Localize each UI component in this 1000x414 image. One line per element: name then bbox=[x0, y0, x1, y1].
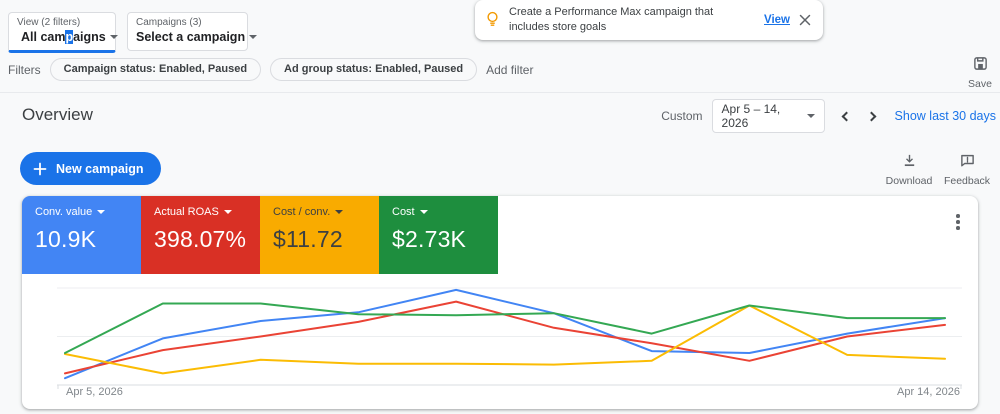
save-icon bbox=[973, 57, 987, 70]
metric-label: Cost bbox=[392, 206, 415, 218]
download-button[interactable]: Download bbox=[885, 153, 933, 187]
metric-label: Cost / conv. bbox=[273, 206, 331, 218]
lightbulb-icon bbox=[487, 12, 498, 27]
chevron-left-icon bbox=[841, 111, 851, 121]
view-filter-dropdown[interactable]: View (2 filters) All campaigns bbox=[8, 12, 118, 53]
x-axis-start-label: Apr 5, 2026 bbox=[66, 386, 123, 398]
date-range-controls: Custom Apr 5 – 14, 2026 Show last 30 day… bbox=[661, 99, 996, 133]
arrow-drop-down-icon bbox=[223, 210, 232, 214]
save-button[interactable]: Save bbox=[962, 56, 998, 90]
feedback-label: Feedback bbox=[943, 175, 991, 187]
date-range-picker[interactable]: Apr 5 – 14, 2026 bbox=[711, 99, 825, 133]
date-range-value: Apr 5 – 14, 2026 bbox=[721, 102, 781, 130]
new-campaign-button[interactable]: New campaign bbox=[20, 152, 161, 185]
arrow-drop-down-icon bbox=[249, 35, 258, 39]
overview-chart-card: Conv. value 10.9K Actual ROAS 398.07% Co… bbox=[22, 196, 978, 409]
close-icon[interactable] bbox=[799, 14, 811, 26]
arrow-drop-down-icon bbox=[335, 210, 344, 214]
kebab-menu-icon[interactable] bbox=[946, 210, 970, 234]
series-line-cost bbox=[64, 302, 946, 354]
arrow-drop-down-icon bbox=[806, 114, 815, 118]
next-date-range-button[interactable] bbox=[859, 102, 887, 130]
campaign-status-filter-chip[interactable]: Campaign status: Enabled, Paused bbox=[49, 58, 262, 81]
series-line-actual-roas bbox=[64, 300, 946, 375]
date-range-mode-label: Custom bbox=[661, 109, 703, 123]
feedback-icon bbox=[960, 154, 974, 167]
arrow-drop-down-icon bbox=[109, 35, 118, 39]
arrow-drop-down-icon bbox=[419, 210, 428, 214]
series-line-conv-value bbox=[64, 288, 946, 380]
metric-value: $11.72 bbox=[273, 226, 343, 252]
metric-value: 398.07% bbox=[154, 226, 247, 252]
text-selection: p bbox=[65, 30, 74, 44]
chevron-right-icon bbox=[866, 111, 876, 121]
recommendation-message: Create a Performance Max campaign that i… bbox=[509, 6, 714, 33]
metric-card-cost[interactable]: Cost $2.73K bbox=[379, 196, 498, 274]
section-divider bbox=[0, 92, 1000, 93]
page-title: Overview bbox=[22, 105, 93, 124]
previous-date-range-button[interactable] bbox=[831, 102, 859, 130]
metric-card-cost-per-conv[interactable]: Cost / conv. $11.72 bbox=[260, 196, 379, 274]
recommendation-banner: Create a Performance Max campaign that i… bbox=[475, 0, 823, 40]
plus-icon bbox=[33, 162, 47, 175]
campaign-dropdown-label: Campaigns (3) bbox=[136, 17, 202, 28]
metric-card-actual-roas[interactable]: Actual ROAS 398.07% bbox=[141, 196, 260, 274]
filters-label: Filters bbox=[8, 62, 41, 77]
metric-value: $2.73K bbox=[392, 226, 467, 252]
ad-group-status-filter-chip[interactable]: Ad group status: Enabled, Paused bbox=[270, 58, 478, 81]
show-last-30-days-link[interactable]: Show last 30 days bbox=[894, 109, 996, 123]
campaign-dropdown-value: Select a campaign bbox=[136, 30, 246, 44]
metric-label: Conv. value bbox=[35, 206, 93, 218]
download-icon bbox=[904, 154, 914, 167]
view-dropdown-label: View (2 filters) bbox=[17, 17, 81, 28]
metric-card-conv-value[interactable]: Conv. value 10.9K bbox=[22, 196, 141, 274]
arrow-drop-down-icon bbox=[97, 210, 106, 214]
metric-card-row: Conv. value 10.9K Actual ROAS 398.07% Co… bbox=[22, 196, 498, 274]
campaign-select-dropdown[interactable]: Campaigns (3) Select a campaign bbox=[127, 12, 258, 51]
filters-bar: Filters Campaign status: Enabled, Paused… bbox=[8, 58, 533, 81]
new-campaign-label: New campaign bbox=[56, 161, 144, 176]
metric-value: 10.9K bbox=[35, 226, 97, 252]
view-dropdown-value: All campaigns bbox=[21, 30, 106, 44]
add-filter-button[interactable]: Add filter bbox=[486, 62, 534, 77]
feedback-button[interactable]: Feedback bbox=[943, 153, 991, 187]
download-label: Download bbox=[885, 175, 933, 187]
view-recommendation-link[interactable]: View bbox=[764, 13, 790, 26]
chart-lines bbox=[64, 288, 946, 380]
metric-label: Actual ROAS bbox=[154, 206, 219, 218]
series-line-cost-conv- bbox=[64, 304, 946, 375]
x-axis-end-label: Apr 14, 2026 bbox=[897, 386, 960, 398]
save-label: Save bbox=[968, 78, 992, 90]
